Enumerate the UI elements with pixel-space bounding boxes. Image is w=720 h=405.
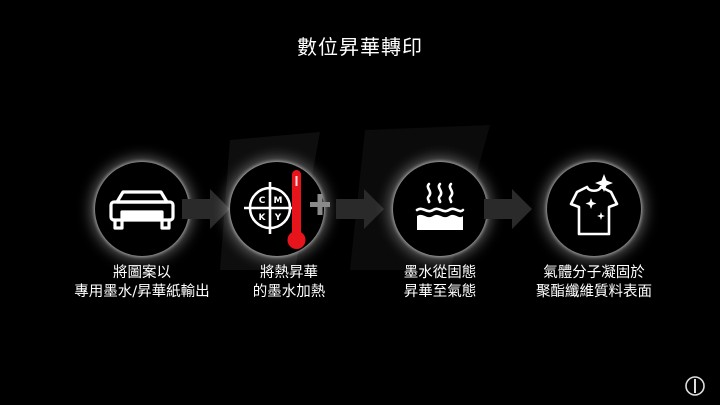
step-4-line-1: 氣體分子凝固於	[543, 265, 645, 281]
cmyk-letter-c: C	[259, 196, 266, 206]
heat-vapor-icon	[415, 182, 465, 230]
plus-icon	[310, 194, 330, 215]
arrow-3-icon	[484, 189, 532, 229]
step-1-line-2: 專用墨水/昇華紙輸出	[74, 284, 210, 300]
step-3-line-2: 昇華至氣態	[403, 284, 477, 300]
page-title: 數位昇華轉印	[297, 35, 423, 59]
arrow-1-icon	[182, 189, 230, 229]
cmyk-letter-k: K	[259, 213, 267, 223]
brand-logo-icon	[685, 376, 705, 396]
step-2-circle: C M K Y	[230, 162, 330, 256]
step-3-line-1: 墨水從固態	[403, 265, 477, 281]
sparkle-shirt-icon	[569, 174, 619, 236]
arrow-2-icon	[336, 189, 384, 229]
step-4-circle	[547, 162, 641, 256]
step-2-label: 將熱昇華 的墨水加熱	[189, 264, 389, 302]
step-4-line-2: 聚酯纖維質料表面	[536, 284, 652, 300]
step-1-line-1: 將圖案以	[113, 265, 171, 281]
thermometer-icon	[287, 170, 306, 249]
step-1-label: 將圖案以 專用墨水/昇華紙輸出	[42, 264, 242, 302]
step-4-label: 氣體分子凝固於 聚酯纖維質料表面	[494, 264, 694, 302]
step-3-label: 墨水從固態 昇華至氣態	[340, 264, 540, 302]
printer-icon	[109, 190, 175, 230]
cmyk-letter-y: Y	[274, 213, 282, 223]
step-1-circle	[95, 162, 189, 256]
cmyk-thermometer-icon: C M K Y	[244, 170, 330, 249]
cmyk-letter-m: M	[274, 196, 283, 206]
step-2-line-1: 將熱昇華	[260, 265, 318, 281]
step-2-line-2: 的墨水加熱	[252, 284, 326, 300]
step-3-circle	[393, 162, 487, 256]
